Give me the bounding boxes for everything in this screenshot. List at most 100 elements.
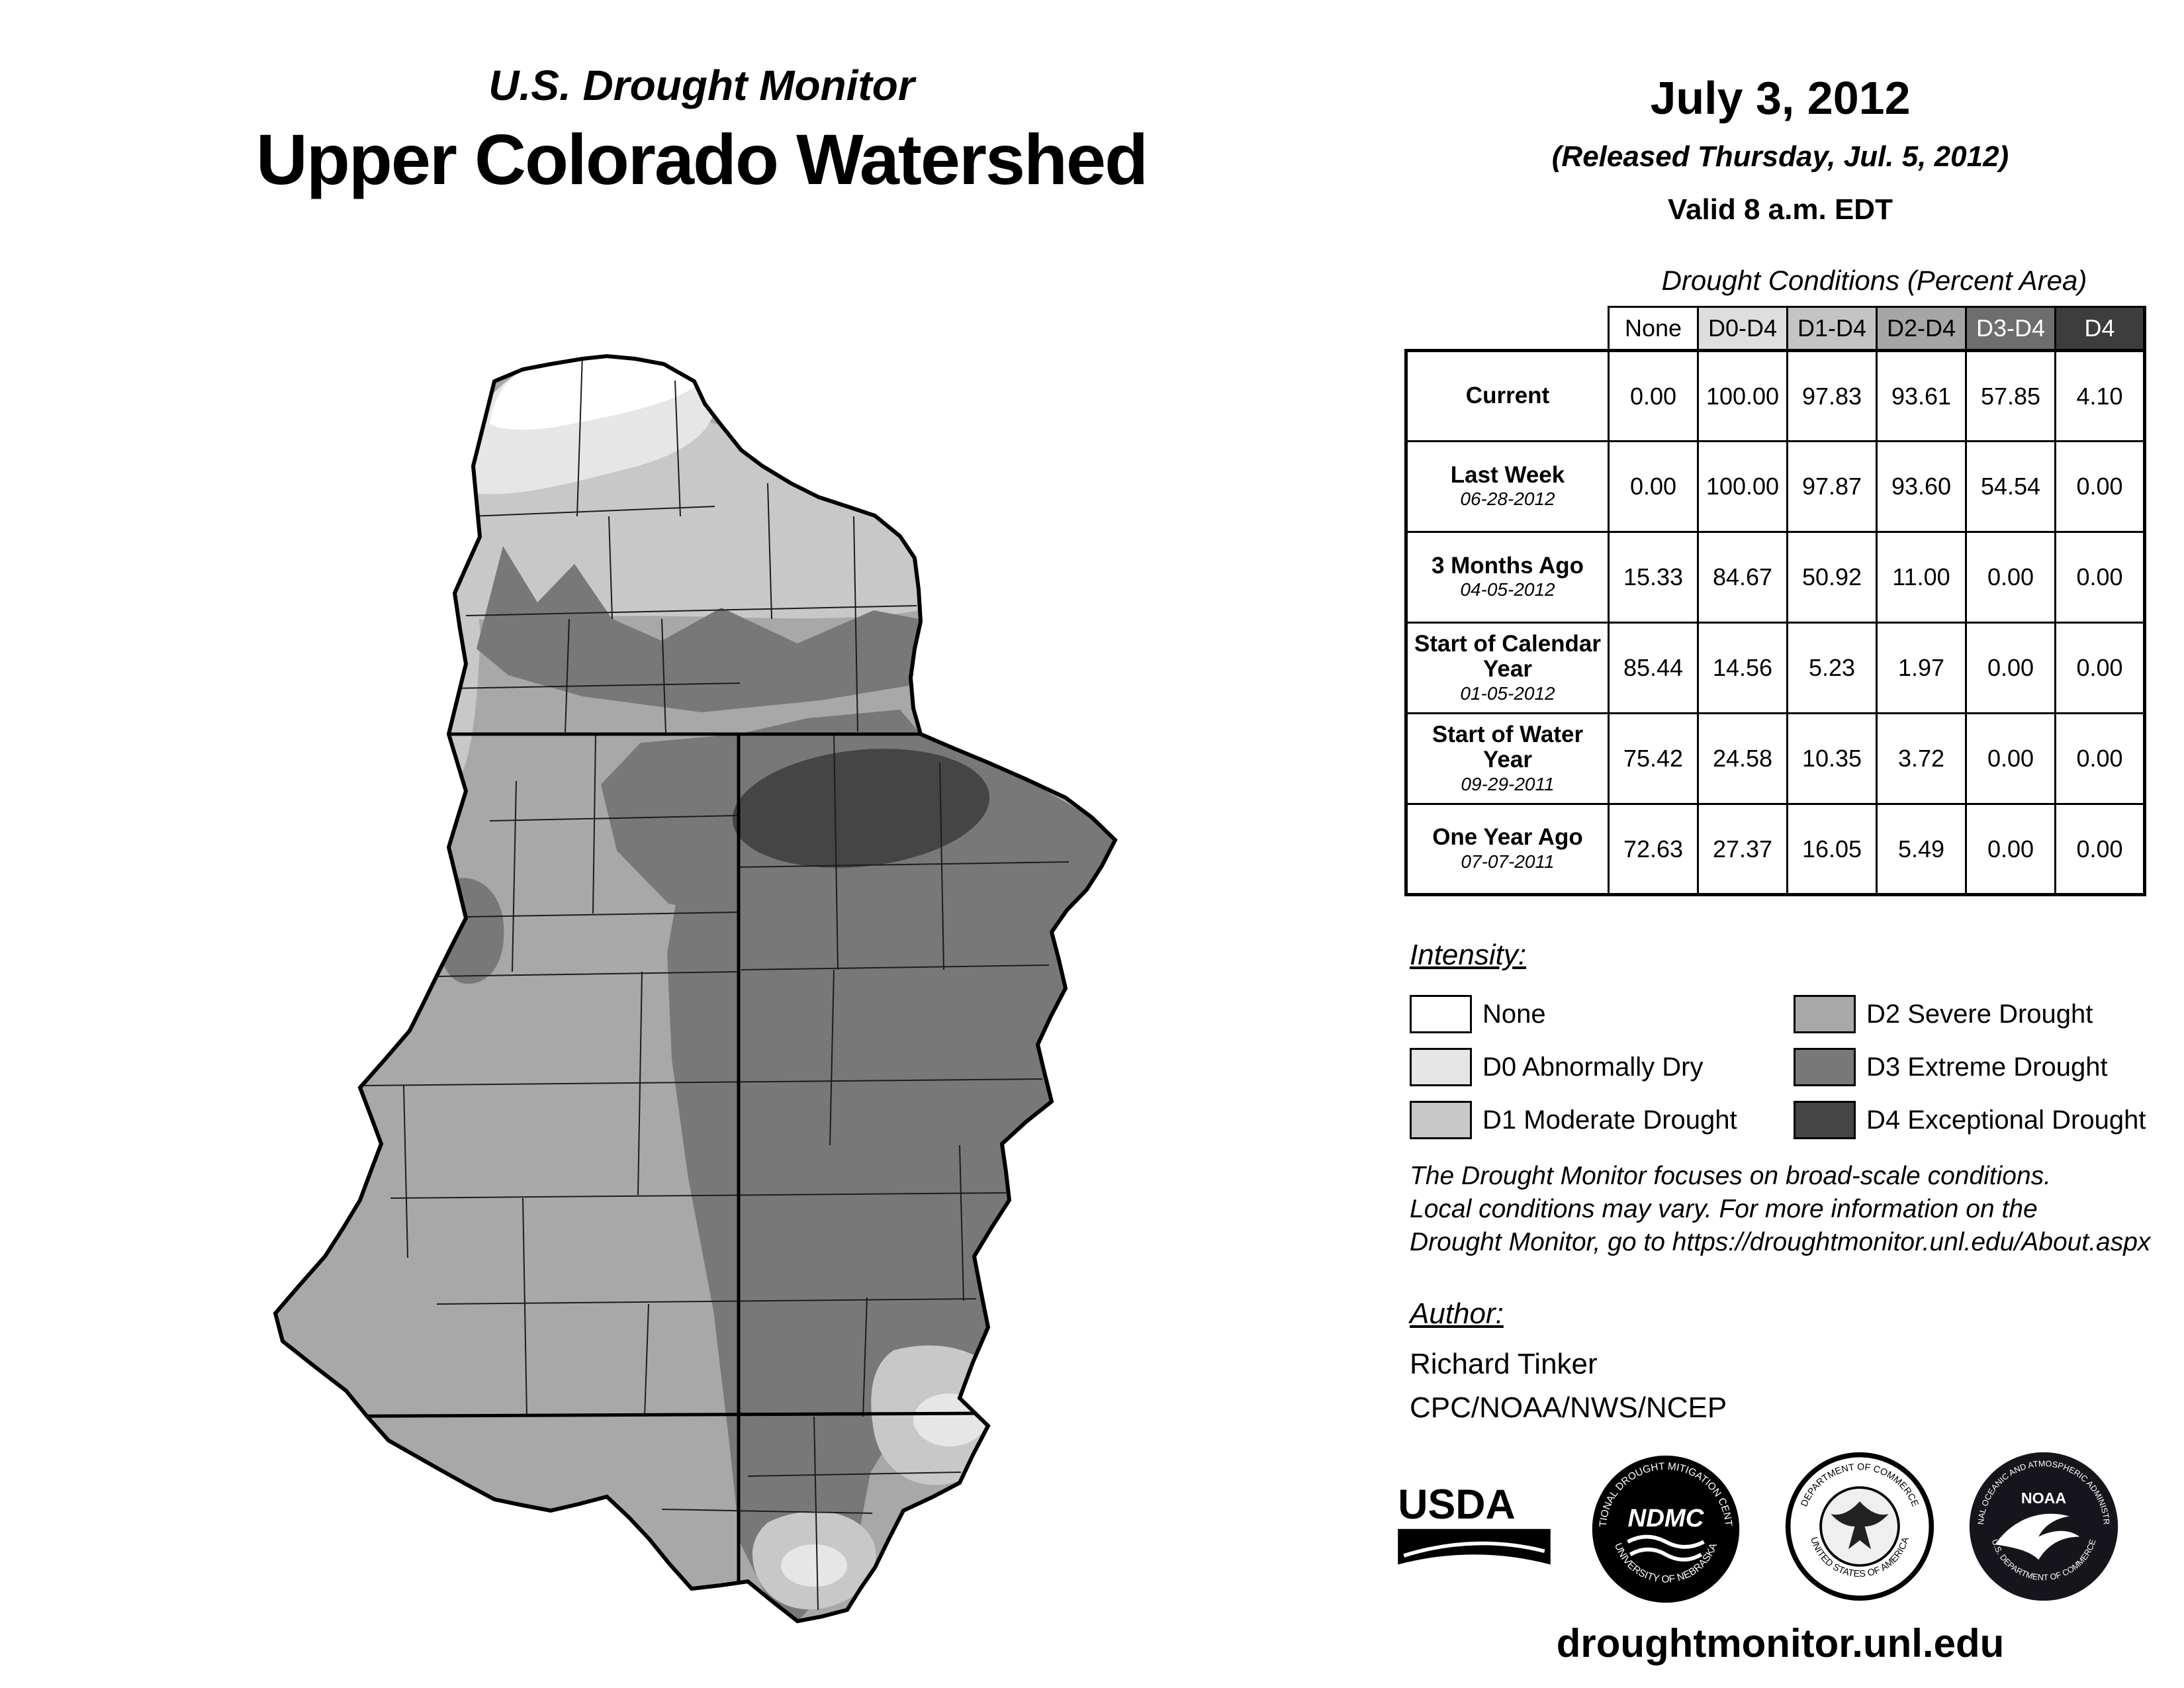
table-cell: 50.92 (1786, 531, 1878, 624)
legend-item-none: None (1410, 995, 1794, 1033)
table-cell: 0.00 (2054, 803, 2146, 896)
table-cell: 10.35 (1786, 712, 1878, 805)
disclaimer: The Drought Monitor focuses on broad-sca… (1410, 1160, 2177, 1259)
table-cell: 0.00 (2054, 531, 2146, 624)
d4-swatch (1794, 1101, 1856, 1139)
column-header-d1-d4: D1-D4 (1786, 306, 1878, 352)
table-cell: 93.60 (1876, 440, 1967, 533)
legend-item-d3: D3 Extreme Drought (1794, 1048, 2184, 1086)
table-title: Drought Conditions (Percent Area) (1661, 265, 2087, 296)
table-cell: 0.00 (2054, 712, 2146, 805)
table-cell: 54.54 (1965, 440, 2056, 533)
legend-item-d1: D1 Moderate Drought (1410, 1101, 1794, 1139)
table-corner-cell (1406, 307, 1609, 351)
row-label: Start of Calendar Year (1414, 630, 1601, 682)
usda-logo: USDA (1396, 1483, 1552, 1572)
table-header-row: None D0-D4 D1-D4 D2-D4 D3-D4 D4 (1406, 306, 2146, 352)
disclaimer-line: The Drought Monitor focuses on broad-sca… (1410, 1162, 2052, 1190)
table-cell: 4.10 (2054, 349, 2146, 442)
noaa-label-text: NOAA (2021, 1489, 2067, 1507)
table-cell: 0.00 (2054, 440, 2146, 533)
footer-url: droughtmonitor.unl.edu (1556, 1621, 2005, 1665)
ndmc-circle-icon (1592, 1455, 1740, 1603)
table-row-last-week: Last Week 06-28-2012 0.00 100.00 97.87 9… (1404, 440, 2146, 533)
legend-title: Intensity: (1410, 939, 1527, 971)
state-lines (275, 732, 990, 1609)
watershed-outline (273, 353, 1118, 1624)
row-sublabel: 06-28-2012 (1460, 489, 1555, 510)
table-cell: 15.33 (1608, 531, 1699, 624)
author-org: CPC/NOAA/NWS/NCEP (1410, 1391, 1727, 1424)
ndmc-center-text: NDMC (1628, 1504, 1705, 1532)
table-cell: 0.00 (2054, 622, 2146, 714)
table-row-start-water-year: Start of Water Year 09-29-2011 75.42 24.… (1404, 712, 2146, 805)
disclaimer-line: Local conditions may vary. For more info… (1410, 1195, 2038, 1223)
table-cell: 0.00 (1965, 712, 2056, 805)
table-cell: 14.56 (1697, 622, 1788, 714)
legend-item-d0: D0 Abnormally Dry (1410, 1048, 1794, 1086)
legend-label: None (1482, 999, 1546, 1029)
drought-region-d0-south-tip (781, 1544, 847, 1587)
table-cell: 72.63 (1608, 803, 1699, 896)
legend-item-d2: D2 Severe Drought (1794, 995, 2184, 1033)
usda-logo-text: USDA (1398, 1483, 1516, 1528)
monitor-title: U.S. Drought Monitor (488, 62, 915, 109)
column-header-d0-d4: D0-D4 (1697, 306, 1788, 352)
table-cell: 84.67 (1697, 531, 1788, 624)
table-cell: 0.00 (1608, 349, 1699, 442)
usda-swoosh-line-icon (1403, 1541, 1545, 1558)
column-header-d3-d4: D3-D4 (1965, 306, 2056, 352)
row-label: Current (1465, 383, 1550, 409)
table-cell: 97.87 (1786, 440, 1878, 533)
region-title: Upper Colorado Watershed (255, 119, 1148, 199)
row-label: Last Week (1450, 461, 1565, 488)
legend-label: D4 Exceptional Drought (1866, 1105, 2146, 1135)
none-swatch (1410, 995, 1472, 1033)
usda-swoosh-icon (1398, 1528, 1551, 1565)
d3-swatch (1794, 1048, 1856, 1086)
row-label: Start of Water Year (1432, 721, 1584, 773)
table-cell: 0.00 (1965, 531, 2056, 624)
column-header-d4: D4 (2054, 306, 2146, 352)
intensity-legend: None D0 Abnormally Dry D1 Moderate Droug… (1410, 988, 2184, 1147)
row-sublabel: 01-05-2012 (1460, 682, 1555, 704)
table-cell: 100.00 (1697, 440, 1788, 533)
row-sublabel: 07-07-2011 (1461, 851, 1555, 872)
author-name: Richard Tinker (1410, 1348, 1598, 1380)
table-cell: 75.42 (1608, 712, 1699, 805)
table-cell: 57.85 (1965, 349, 2056, 442)
table-row-3-months-ago: 3 Months Ago 04-05-2012 15.33 84.67 50.9… (1404, 531, 2146, 624)
d2-swatch (1794, 995, 1856, 1033)
watershed-map (238, 318, 1165, 1642)
drought-region-d3-main (667, 710, 1115, 1621)
row-label: 3 Months Ago (1431, 552, 1584, 579)
row-label: One Year Ago (1432, 824, 1583, 851)
table-row-current: Current 0.00 100.00 97.83 93.61 57.85 4.… (1404, 349, 2146, 442)
legend-item-d4: D4 Exceptional Drought (1794, 1101, 2184, 1139)
legend-label: D1 Moderate Drought (1482, 1105, 1737, 1135)
table-cell: 0.00 (1965, 622, 2056, 714)
table-cell: 93.61 (1876, 349, 1967, 442)
noaa-bird-icon (1995, 1513, 2080, 1560)
commerce-logo: DEPARTMENT OF COMMERCE UNITED STATES OF … (1784, 1451, 1935, 1602)
legend-label: D2 Severe Drought (1866, 999, 2093, 1029)
drought-region-d0-southeast (913, 1393, 986, 1446)
author-title: Author: (1410, 1297, 1504, 1330)
ndmc-wave-icon (1629, 1547, 1703, 1562)
released-date: (Released Thursday, Jul. 5, 2012) (1551, 140, 2009, 173)
row-sublabel: 09-29-2011 (1461, 773, 1555, 794)
drought-region-d4 (732, 749, 990, 868)
table-cell: 27.37 (1697, 803, 1788, 896)
legend-label: D0 Abnormally Dry (1482, 1052, 1704, 1082)
table-cell: 0.00 (1965, 803, 2056, 896)
column-header-none: None (1608, 306, 1699, 352)
table-cell: 3.72 (1876, 712, 1967, 805)
row-sublabel: 04-05-2012 (1460, 579, 1555, 600)
table-cell: 100.00 (1697, 349, 1788, 442)
drought-region-d3-ridge (477, 546, 919, 712)
table-cell: 0.00 (1608, 440, 1699, 533)
table-cell: 24.58 (1697, 712, 1788, 805)
legend-label: D3 Extreme Drought (1866, 1052, 2108, 1082)
drought-region-none-tip (490, 356, 698, 430)
